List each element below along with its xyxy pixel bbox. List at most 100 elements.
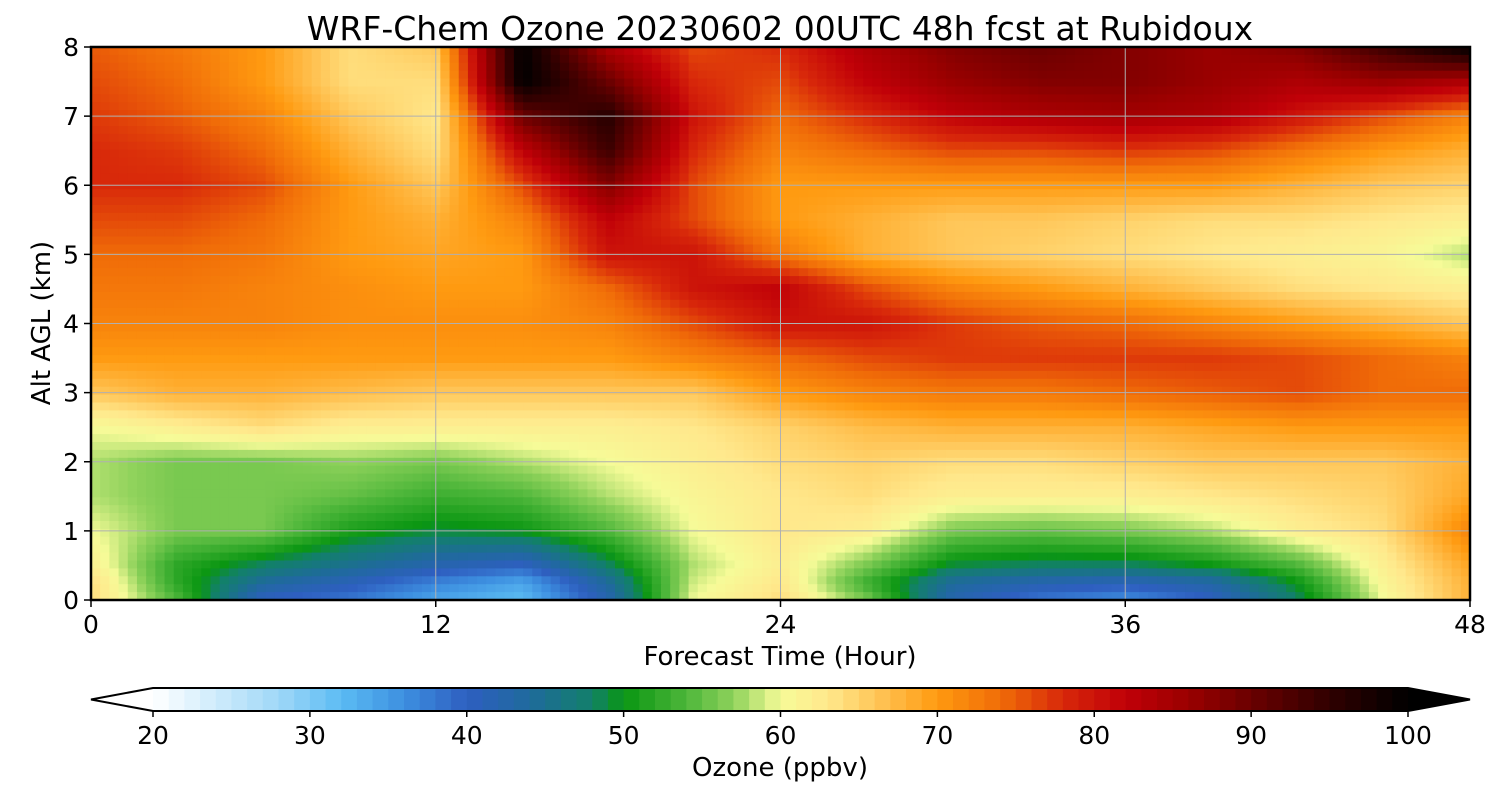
heatmap-cell (964, 236, 975, 246)
heatmap-cell (1212, 228, 1223, 238)
heatmap-cell (385, 110, 395, 119)
heatmap-cell (808, 291, 818, 301)
heatmap-cell (559, 291, 570, 301)
heatmap-cell (890, 126, 901, 135)
heatmap-cell (863, 189, 874, 198)
heatmap-cell (798, 118, 809, 127)
heatmap-cell (706, 268, 717, 277)
heatmap-cell (118, 110, 129, 119)
heatmap-cell (550, 236, 561, 246)
heatmap-cell (458, 220, 469, 230)
heatmap-cell (1313, 205, 1324, 214)
heatmap-cell (302, 173, 313, 182)
heatmap-cell (100, 62, 110, 72)
heatmap-cell (633, 47, 644, 56)
heatmap-cell (1396, 260, 1407, 269)
heatmap-cell (1148, 244, 1159, 253)
heatmap-cell (504, 228, 515, 238)
heatmap-cell (375, 141, 386, 151)
heatmap-cell (348, 133, 359, 143)
heatmap-cell (1341, 299, 1352, 309)
heatmap-cell (1175, 299, 1186, 309)
heatmap-cell (798, 236, 809, 246)
heatmap-cell (1304, 94, 1315, 103)
heatmap-cell (247, 54, 258, 64)
heatmap-cell (1028, 54, 1039, 64)
heatmap-cell (734, 70, 745, 80)
heatmap-cell (881, 133, 892, 143)
heatmap-cell (872, 86, 883, 95)
heatmap-cell (725, 118, 736, 127)
heatmap-cell (798, 212, 809, 222)
heatmap-cell (1166, 110, 1177, 119)
heatmap-cell (1424, 70, 1434, 80)
heatmap-cell (421, 212, 432, 222)
heatmap-cell (219, 78, 230, 88)
heatmap-cell (900, 126, 910, 135)
heatmap-cell (394, 299, 405, 309)
heatmap-cell (366, 173, 377, 182)
heatmap-cell (247, 94, 258, 103)
heatmap-cell (991, 220, 1002, 230)
heatmap-cell (1368, 62, 1379, 72)
heatmap-cell (1148, 220, 1159, 230)
heatmap-cell (854, 284, 864, 293)
heatmap-cell (1194, 244, 1204, 253)
heatmap-cell (559, 110, 570, 119)
heatmap-cell (1460, 118, 1471, 127)
heatmap-cell (1341, 149, 1352, 159)
heatmap-cell (486, 78, 497, 88)
heatmap-cell (1221, 189, 1232, 198)
heatmap-cell (743, 126, 754, 135)
heatmap-cell (1313, 276, 1324, 285)
heatmap-cell (1203, 141, 1214, 151)
heatmap-cell (375, 54, 386, 64)
heatmap-cell (1074, 165, 1085, 174)
heatmap-cell (1267, 205, 1278, 214)
heatmap-cell (293, 276, 304, 285)
heatmap-cell (274, 291, 285, 301)
heatmap-cell (1157, 149, 1168, 159)
heatmap-cell (394, 260, 405, 269)
heatmap-cell (1083, 157, 1094, 167)
heatmap-cell (1240, 149, 1250, 159)
heatmap-cell (725, 54, 736, 64)
heatmap-cell (789, 102, 800, 111)
heatmap-cell (734, 54, 745, 64)
heatmap-cell (1396, 165, 1407, 174)
heatmap-cell (1276, 291, 1287, 301)
heatmap-cell (900, 102, 910, 111)
heatmap-cell (1037, 86, 1048, 95)
heatmap-cell (734, 165, 745, 174)
heatmap-cell (274, 54, 285, 64)
heatmap-cell (1166, 126, 1177, 135)
heatmap-cell (1083, 126, 1094, 135)
heatmap-cell (182, 260, 193, 269)
heatmap-cell (339, 149, 350, 159)
heatmap-cell (1332, 47, 1342, 56)
heatmap-cell (900, 62, 910, 72)
heatmap-cell (182, 47, 193, 56)
heatmap-cell (624, 78, 634, 88)
heatmap-cell (100, 260, 110, 269)
heatmap-cell (596, 284, 607, 293)
heatmap-cell (752, 149, 763, 159)
heatmap-cell (927, 54, 938, 64)
heatmap-cell (1267, 86, 1278, 95)
heatmap-cell (127, 236, 138, 246)
heatmap-cell (247, 244, 258, 253)
heatmap-cell (670, 78, 680, 88)
heatmap-cell (1378, 268, 1388, 277)
heatmap-cell (1194, 86, 1204, 95)
heatmap-cell (1414, 268, 1425, 277)
heatmap-cell (1010, 268, 1021, 277)
heatmap-cell (578, 173, 589, 182)
heatmap-cell (706, 252, 717, 261)
heatmap-cell (1424, 268, 1434, 277)
heatmap-cell (1368, 165, 1379, 174)
heatmap-cell (256, 118, 267, 127)
heatmap-cell (100, 220, 110, 230)
heatmap-cell (238, 268, 248, 277)
heatmap-cell (1129, 118, 1140, 127)
heatmap-cell (789, 260, 800, 269)
